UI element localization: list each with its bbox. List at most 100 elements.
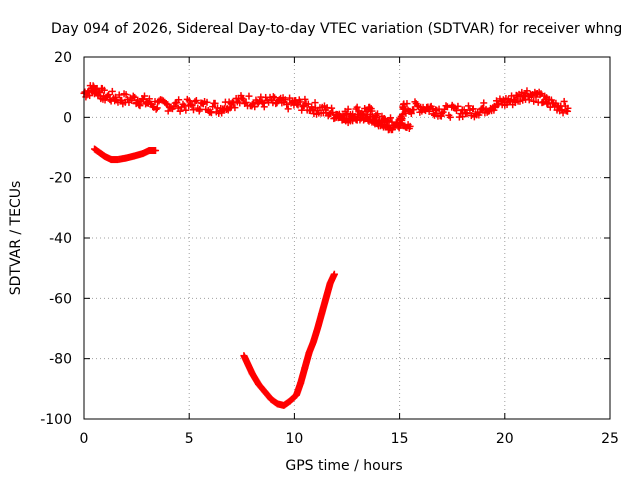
data-point [258,98,266,106]
data-point [428,105,436,113]
data-point [182,106,190,114]
data-point [442,102,450,110]
data-point [454,102,462,110]
y-tick-label: 0 [63,110,72,126]
x-tick-label: 15 [391,431,409,447]
data-point [366,113,374,121]
data-point [190,106,198,114]
x-tick-label: 10 [285,431,303,447]
x-tick-label: 20 [496,431,514,447]
data-point [421,107,429,115]
data-point [260,103,268,111]
data-point [271,94,279,102]
data-point [145,95,153,103]
data-point [238,94,246,102]
data-point [164,107,172,115]
data-point [480,99,488,107]
data-point [446,113,454,121]
data-point [403,100,411,108]
data-point [459,113,467,121]
data-point [231,104,239,112]
data-point [105,91,113,99]
data-point [358,111,366,119]
data-point [429,110,437,118]
data-point [410,106,418,114]
data-point [462,109,470,117]
data-point [269,93,277,101]
data-point [530,97,538,105]
data-point [211,99,219,107]
data-point [192,96,200,104]
data-point [330,270,338,278]
series-segment-early [91,145,160,164]
data-point [406,122,414,130]
data-point [86,92,94,100]
data-point [115,91,123,99]
data-point [100,86,108,94]
data-point [469,105,477,113]
data-point [286,94,294,102]
data-point [203,98,211,106]
data-point [546,103,554,111]
data-point [176,107,184,115]
x-tick-label: 25 [601,431,619,447]
data-point [382,121,390,129]
data-point [301,95,309,103]
data-point [523,87,531,95]
data-point [152,147,160,155]
data-point [129,92,137,100]
data-point [175,96,183,104]
y-tick-label: -20 [49,171,72,187]
series-segment-deep [240,270,338,409]
data-point [188,102,196,110]
data-point [242,98,250,106]
data-point [206,108,214,116]
data-point [122,91,130,99]
data-point [536,91,544,99]
data-point [191,98,199,106]
y-tick-label: -60 [49,291,72,307]
data-point [207,109,215,117]
data-point [196,105,204,113]
x-tick-label: 5 [185,431,194,447]
data-point [170,103,178,111]
data-point [463,110,471,118]
data-point [284,105,292,113]
data-point [140,92,148,100]
data-layer [80,82,572,409]
data-point [134,96,142,104]
data-point [368,107,376,115]
data-point [96,89,104,97]
data-point [281,96,289,104]
data-point [525,96,533,104]
data-point [490,102,498,110]
data-point [153,104,161,112]
x-tick-label: 0 [80,431,89,447]
data-point [103,92,111,100]
data-point [293,100,301,108]
data-point [152,105,160,113]
series-main-band [80,82,572,132]
data-point [251,103,259,111]
data-point [106,96,114,104]
data-point [344,105,352,113]
data-point [185,97,193,105]
data-point [187,100,195,108]
data-point [387,114,395,122]
chart-title: Day 094 of 2026, Sidereal Day-to-day VTE… [51,21,622,37]
data-point [464,102,472,110]
data-point [230,99,238,107]
tick-layer: 0 5 10 15 20 25 -100 -80 -60 -40 -20 0 20 [40,50,619,447]
data-point [401,105,409,113]
data-point [366,103,374,111]
data-point [245,92,253,100]
data-point [560,97,568,105]
data-point [407,110,415,118]
data-point [108,87,116,95]
data-point [353,103,361,111]
data-point [162,100,170,108]
data-point [328,104,336,112]
data-point [136,102,144,110]
